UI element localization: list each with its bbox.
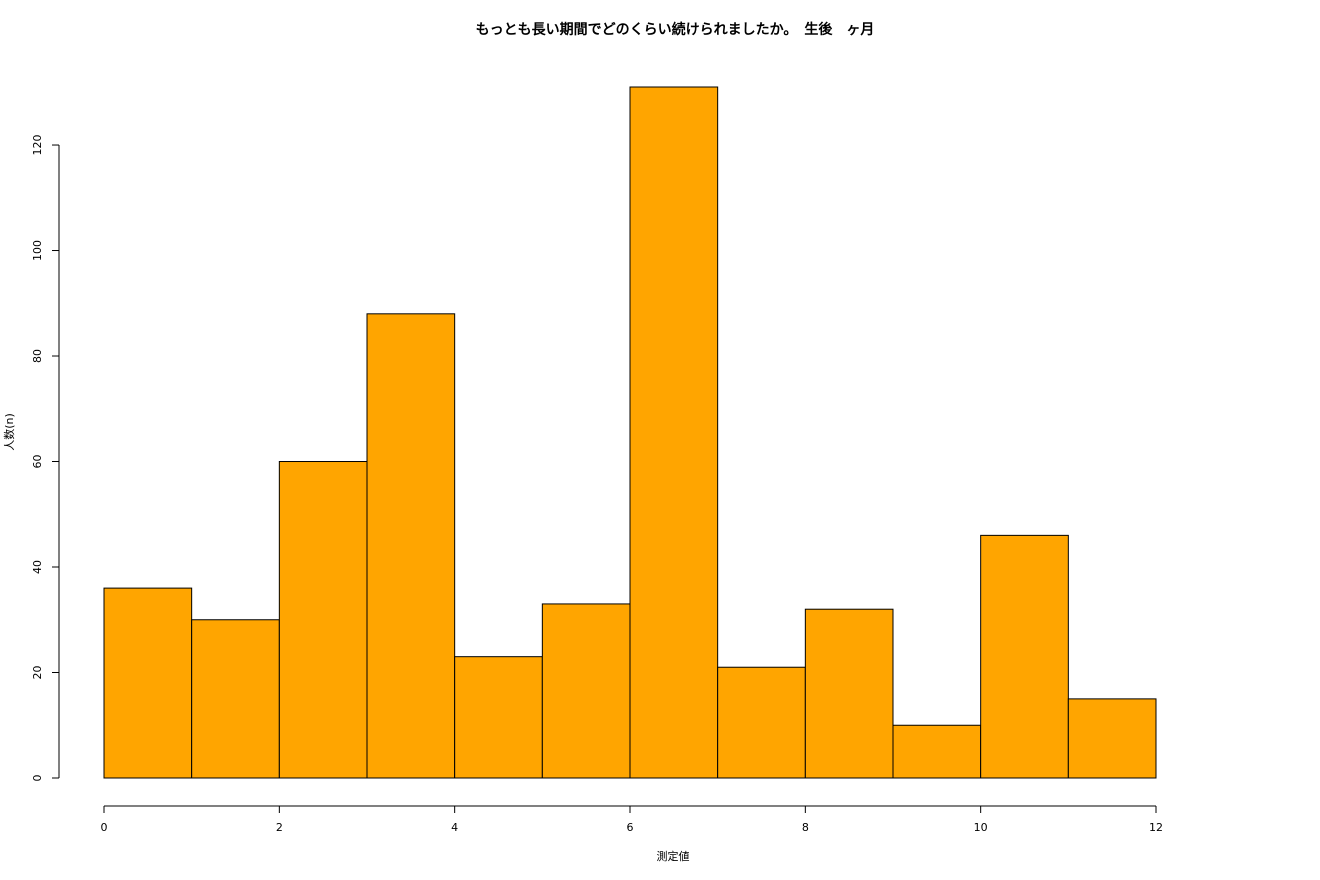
x-tick-label: 2 [276, 821, 283, 834]
y-tick-label: 20 [31, 666, 44, 680]
y-axis-label: 人数(n) [3, 413, 16, 451]
bar [1067, 698, 1157, 779]
y-tick-label: 80 [31, 349, 44, 363]
x-tick-label: 0 [101, 821, 108, 834]
bar [541, 603, 631, 779]
bar [278, 461, 368, 779]
y-tick-label: 100 [31, 240, 44, 261]
bar [629, 86, 719, 779]
x-tick-label: 10 [974, 821, 988, 834]
x-axis-label: 測定値 [657, 849, 690, 863]
bar [980, 534, 1069, 779]
bar [454, 656, 543, 779]
y-tick-label: 120 [31, 135, 44, 156]
bar [717, 666, 806, 779]
bar [804, 608, 894, 779]
bar [191, 619, 280, 779]
x-tick-label: 6 [627, 821, 634, 834]
chart-title: もっとも長い期間でどのくらい続けられましたか。 生後 ヶ月 [476, 21, 875, 38]
y-tick-label: 40 [31, 560, 44, 574]
x-tick-label: 8 [802, 821, 809, 834]
bar [103, 587, 193, 779]
bar [366, 313, 456, 779]
bar [892, 724, 982, 779]
x-tick-label: 12 [1149, 821, 1163, 834]
x-tick-label: 4 [451, 821, 458, 834]
y-tick-label: 0 [31, 775, 44, 782]
y-tick-label: 60 [31, 455, 44, 469]
